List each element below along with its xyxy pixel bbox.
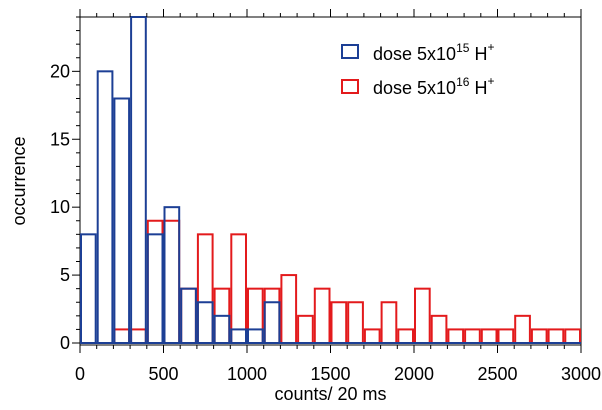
bar-series2-bin-2900 bbox=[564, 328, 581, 344]
bar-series2-bin-1900 bbox=[397, 328, 414, 344]
bar-series2-bin-1800 bbox=[380, 301, 398, 344]
bar-series1-bin-300 bbox=[130, 16, 147, 344]
x-tick-label-2500: 2500 bbox=[477, 364, 517, 384]
bar-series1-bin-700 bbox=[196, 301, 214, 344]
legend-item-dose-15: dose 5x1015 H+ bbox=[341, 40, 494, 64]
legend-swatch-dose-16 bbox=[341, 79, 359, 94]
bar-series2-bin-2700 bbox=[530, 328, 548, 344]
bar-series2-bin-900 bbox=[230, 233, 248, 344]
bar-series2-bin-2200 bbox=[447, 328, 465, 344]
bar-series1-bin-0 bbox=[80, 233, 97, 344]
y-tick-label-20: 20 bbox=[50, 61, 70, 81]
legend-item-dose-16: dose 5x1016 H+ bbox=[341, 74, 494, 98]
legend-label-dose-16-sup: + bbox=[487, 74, 494, 88]
bar-series2-bin-2500 bbox=[497, 328, 515, 344]
y-tick-label-15: 15 bbox=[50, 129, 70, 149]
bar-series2-bin-1000 bbox=[247, 287, 264, 344]
legend-label-dose-15-sup: + bbox=[487, 40, 494, 54]
legend-label-dose-16-suffix: H bbox=[469, 78, 487, 98]
bar-series1-bin-600 bbox=[180, 287, 197, 344]
bar-series2-bin-1200 bbox=[280, 274, 298, 345]
legend-label-dose-16: dose 5x1016 H+ bbox=[373, 74, 494, 98]
bar-series2-bin-700 bbox=[196, 233, 214, 344]
legend-swatch-dose-15 bbox=[341, 44, 359, 59]
bar-series1-bin-400 bbox=[146, 233, 164, 344]
bar-series2-bin-1100 bbox=[263, 287, 281, 344]
y-tick-label-5: 5 bbox=[60, 265, 70, 285]
legend-label-dose-15-exp: 15 bbox=[456, 41, 470, 55]
bar-series2-bin-1700 bbox=[363, 328, 381, 344]
plot-frame bbox=[79, 16, 582, 346]
x-axis-title: counts/ 20 ms bbox=[274, 384, 386, 404]
bar-series2-bin-1600 bbox=[347, 301, 364, 344]
legend-label-dose-15-suffix: H bbox=[469, 44, 487, 64]
bar-series2-bin-2800 bbox=[547, 328, 565, 344]
legend-label-dose-16-main: dose 5x10 bbox=[373, 78, 456, 98]
bar-series2-bin-2600 bbox=[514, 314, 531, 345]
bar-series1-bin-500 bbox=[163, 206, 181, 344]
bar-series2-bin-2300 bbox=[464, 328, 481, 344]
bar-series1-bin-800 bbox=[213, 314, 231, 345]
bars-layer bbox=[80, 16, 581, 345]
x-tick-label-1500: 1500 bbox=[310, 364, 350, 384]
bar-series2-bin-500 bbox=[163, 219, 181, 344]
x-tick-label-2000: 2000 bbox=[394, 364, 434, 384]
x-tick-label-0: 0 bbox=[75, 364, 85, 384]
legend-label-dose-16-exp: 16 bbox=[456, 75, 470, 89]
bar-series2-bin-200 bbox=[113, 328, 131, 344]
y-axis-title: occurrence bbox=[9, 136, 29, 225]
x-tick-label-500: 500 bbox=[148, 364, 178, 384]
legend-label-dose-15: dose 5x1015 H+ bbox=[373, 40, 494, 64]
axes-layer: 0 500 1000 1500 2000 2500 3000 0 5 10 15 20 bbox=[50, 9, 601, 384]
bar-series2-bin-2400 bbox=[480, 328, 498, 344]
bar-series1-bin-1100 bbox=[263, 301, 281, 344]
x-tick-label-1000: 1000 bbox=[227, 364, 267, 384]
bar-series2-bin-400 bbox=[146, 219, 164, 344]
bar-series1-bin-100 bbox=[96, 70, 114, 344]
bar-series2-bin-1400 bbox=[313, 287, 331, 344]
legend: dose 5x1015 H+ dose 5x1016 H+ bbox=[341, 40, 494, 98]
bar-series2-bin-2000 bbox=[414, 287, 431, 344]
bar-series2-bin-600 bbox=[180, 287, 197, 344]
bar-series2-bin-1300 bbox=[297, 314, 314, 345]
bar-series1-bin-900 bbox=[230, 328, 248, 344]
y-tick-label-0: 0 bbox=[60, 333, 70, 353]
legend-label-dose-15-main: dose 5x10 bbox=[373, 44, 456, 64]
bar-series2-bin-1500 bbox=[330, 301, 348, 344]
bar-series1-bin-1000 bbox=[247, 328, 264, 344]
x-tick-label-3000: 3000 bbox=[561, 364, 601, 384]
bar-series2-bin-2100 bbox=[430, 314, 448, 345]
bar-series1-bin-200 bbox=[113, 97, 131, 344]
y-tick-label-10: 10 bbox=[50, 197, 70, 217]
bar-series2-bin-300 bbox=[130, 328, 147, 344]
